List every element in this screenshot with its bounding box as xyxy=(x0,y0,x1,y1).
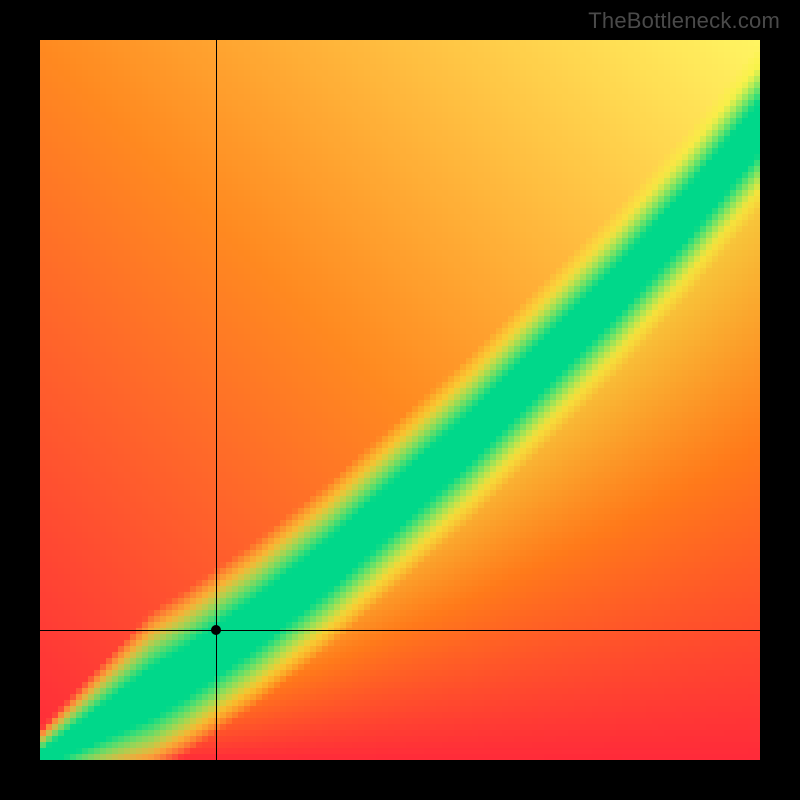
crosshair-marker xyxy=(211,625,221,635)
bottleneck-heatmap xyxy=(40,40,760,760)
crosshair-vertical xyxy=(216,40,217,760)
crosshair-horizontal xyxy=(40,630,760,631)
image-frame: TheBottleneck.com xyxy=(0,0,800,800)
watermark-text: TheBottleneck.com xyxy=(588,8,780,34)
